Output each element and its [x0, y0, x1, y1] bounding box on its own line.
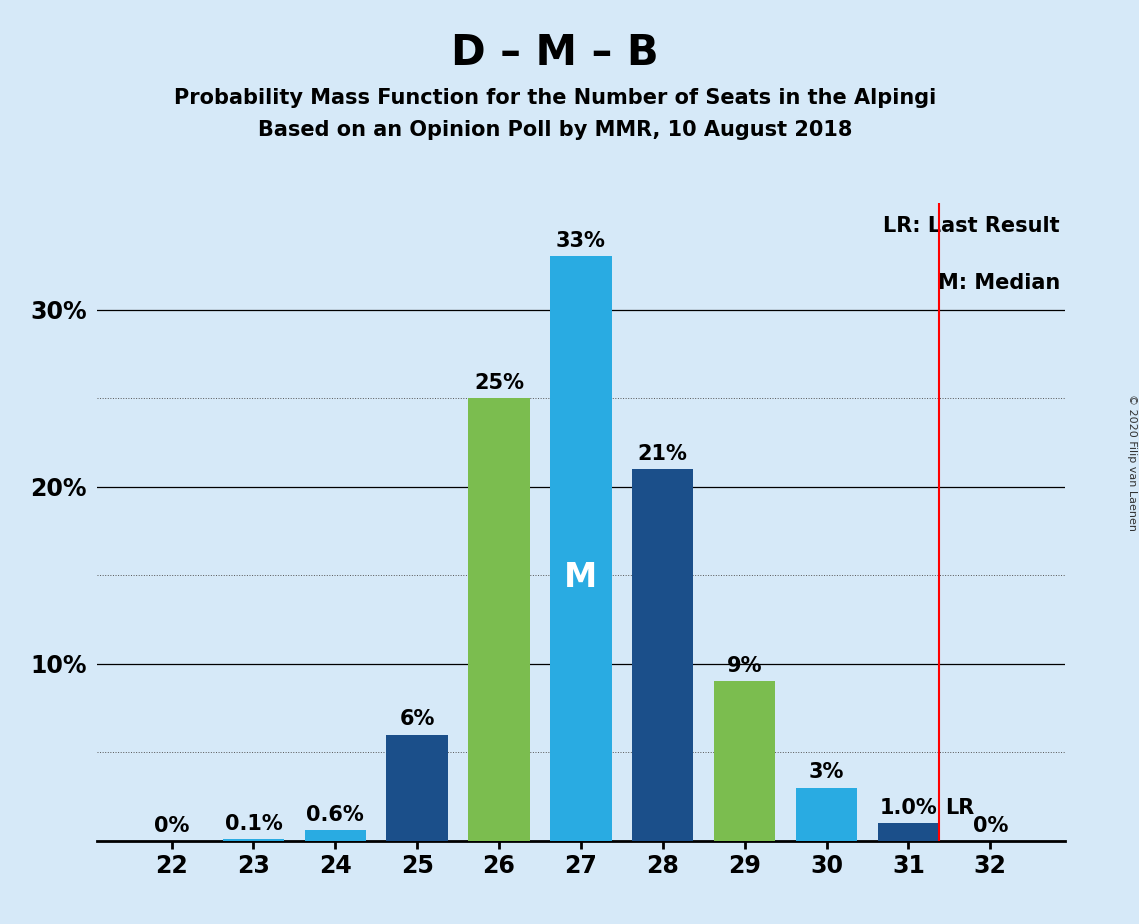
Text: 21%: 21% [638, 444, 688, 464]
Text: M: Median: M: Median [937, 274, 1060, 294]
Text: 3%: 3% [809, 762, 844, 783]
Text: 0%: 0% [154, 816, 189, 835]
Bar [796, 787, 858, 841]
Text: 9%: 9% [727, 656, 762, 676]
Text: 25%: 25% [474, 372, 524, 393]
Text: LR: LR [945, 797, 975, 818]
Text: 0.1%: 0.1% [224, 814, 282, 833]
Bar [878, 823, 939, 841]
Bar [714, 682, 776, 841]
Text: 1.0%: 1.0% [879, 797, 937, 818]
Bar [223, 839, 284, 841]
Text: 0.6%: 0.6% [306, 805, 364, 825]
Bar [550, 256, 612, 841]
Bar [632, 469, 694, 841]
Text: © 2020 Filip van Laenen: © 2020 Filip van Laenen [1126, 394, 1137, 530]
Text: LR: Last Result: LR: Last Result [884, 216, 1060, 236]
Bar [386, 735, 448, 841]
Bar [468, 398, 530, 841]
Text: 0%: 0% [973, 816, 1008, 835]
Text: 33%: 33% [556, 231, 606, 251]
Text: 6%: 6% [400, 710, 435, 729]
Text: D – M – B: D – M – B [451, 32, 658, 74]
Text: Based on an Opinion Poll by MMR, 10 August 2018: Based on an Opinion Poll by MMR, 10 Augu… [257, 120, 852, 140]
Text: M: M [564, 562, 598, 594]
Text: Probability Mass Function for the Number of Seats in the Alpingi: Probability Mass Function for the Number… [173, 88, 936, 108]
Bar [304, 831, 366, 841]
